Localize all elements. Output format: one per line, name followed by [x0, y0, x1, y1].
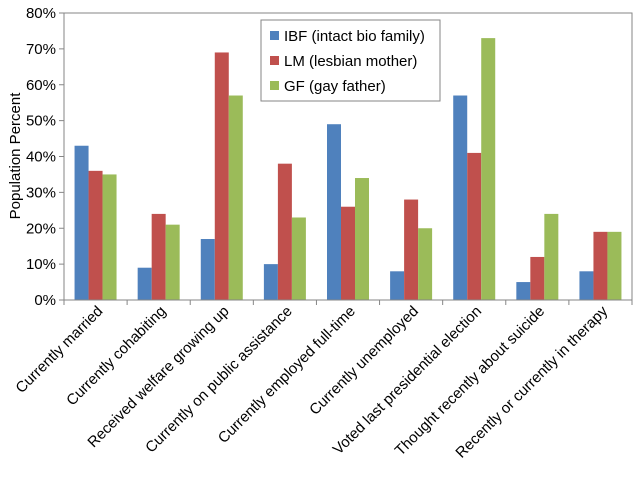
bar-gf — [228, 95, 243, 300]
y-tick-label: 50% — [26, 113, 56, 130]
bar-ibf — [453, 95, 468, 300]
y-tick-label: 60% — [26, 77, 56, 94]
bar-lm — [88, 170, 103, 300]
y-tick-label: 80% — [26, 5, 56, 22]
bar-gf — [165, 224, 180, 300]
bar-lm — [404, 199, 419, 300]
legend-swatch — [270, 31, 279, 40]
bar-ibf — [579, 271, 594, 300]
bar-gf — [102, 174, 117, 300]
bar-gf — [481, 38, 496, 301]
bar-ibf — [263, 264, 278, 300]
y-axis-ticks: 0% 10% 20% 30% 40% 50% 60% 70% 80% — [26, 5, 64, 309]
bar-lm — [277, 163, 292, 300]
bar-lm — [214, 52, 229, 301]
bar-ibf — [74, 145, 89, 300]
bar-lm — [151, 213, 166, 300]
bar-gf — [291, 217, 306, 300]
bar-gf — [355, 178, 369, 300]
bars — [63, 38, 633, 305]
y-tick-label: 10% — [26, 256, 56, 273]
legend-label: IBF (intact bio family) — [284, 28, 425, 45]
y-tick-label: 20% — [26, 220, 56, 237]
bar-ibf — [327, 124, 341, 301]
y-tick-label: 30% — [26, 184, 56, 201]
y-axis-title: Population Percent — [7, 92, 24, 220]
bar-ibf — [137, 267, 152, 300]
bar-ibf — [390, 271, 405, 300]
x-category-label: Currently unemployed — [306, 303, 422, 419]
bar-ibf — [516, 282, 531, 300]
bar-lm — [341, 206, 355, 300]
y-tick-label: 40% — [26, 149, 56, 166]
legend: IBF (intact bio family) LM (lesbian mothe… — [260, 19, 441, 102]
legend-label: GF (gay father) — [284, 78, 386, 95]
bar-ibf — [200, 239, 215, 300]
legend-box — [260, 19, 441, 102]
legend-swatch — [270, 56, 279, 65]
bar-lm — [467, 152, 482, 300]
bar-lm — [593, 231, 608, 300]
y-tick-label: 0% — [34, 292, 56, 309]
legend-label: LM (lesbian mother) — [284, 53, 417, 70]
y-tick-label: 70% — [26, 41, 56, 58]
bar-lm — [530, 256, 545, 300]
legend-swatch — [270, 81, 279, 90]
bar-gf — [418, 228, 433, 300]
bar-gf — [544, 213, 559, 300]
bar-gf — [607, 231, 622, 300]
